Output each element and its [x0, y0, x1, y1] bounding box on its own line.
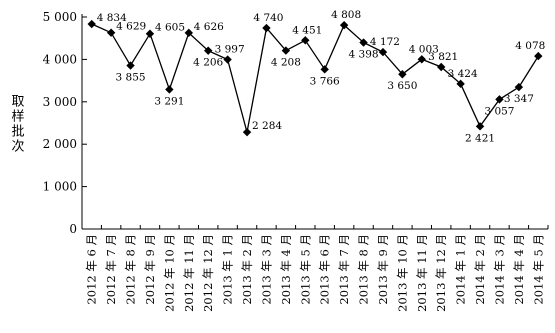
series-line: [91, 23, 539, 133]
data-point-marker: [475, 122, 485, 131]
x-tick-label: 2014 年 3 月: [492, 234, 506, 305]
data-point-marker: [398, 70, 407, 79]
data-label: 4 626: [194, 21, 224, 33]
x-tick-label: 2012 年 9 月: [143, 234, 157, 305]
x-tick-label: 2013 年 2 月: [240, 234, 254, 305]
y-tick-label: 0: [69, 222, 77, 236]
data-point-marker: [359, 38, 368, 47]
x-tick-label: 2014 年 4 月: [512, 234, 526, 305]
x-tick-label: 2013 年 7 月: [337, 234, 351, 305]
x-tick-label: 2013 年 1 月: [221, 234, 235, 305]
x-tick-label: 2013 年 9 月: [376, 234, 390, 305]
y-ticks: 0 1 000 2 000 3 000 4 000 5 000: [43, 10, 87, 236]
data-point-marker: [339, 20, 349, 30]
x-tick-label: 2012 年 11 月: [182, 234, 196, 312]
x-tick-label: 2013 年 6 月: [318, 234, 332, 305]
data-label: 3 855: [116, 72, 146, 84]
data-label: 3 821: [428, 51, 458, 63]
x-tick-label: 2013 年 10 月: [395, 234, 409, 312]
data-point-marker: [456, 79, 465, 89]
x-tick-label: 2012 年 8 月: [124, 234, 138, 305]
data-label: 2 421: [465, 132, 495, 144]
x-tick-label: 2012 年 10 月: [162, 234, 176, 312]
data-point-marker: [165, 85, 174, 94]
data-label: 3 650: [387, 80, 417, 92]
data-label: 4 172: [370, 36, 400, 48]
x-tick-label: 2014 年 5 月: [531, 234, 545, 305]
data-point-marker: [223, 55, 232, 64]
data-point-marker: [204, 46, 213, 55]
data-label: 4 629: [116, 21, 146, 33]
data-point-marker: [126, 61, 135, 70]
y-tick-label: 4 000: [43, 52, 77, 66]
x-ticks: 2012 年 6 月 2012 年 7 月 2012 年 8 月 2012 年 9 月…: [81, 225, 549, 312]
data-label: 4 078: [515, 40, 545, 52]
data-point-marker: [514, 82, 524, 92]
data-label: 4 740: [253, 12, 283, 24]
data-point-marker: [87, 19, 96, 29]
data-point-marker: [281, 46, 291, 55]
x-tick-label: 2013 年 3 月: [259, 234, 273, 305]
data-label: 4 206: [193, 57, 223, 69]
data-label: 3 057: [484, 105, 514, 117]
x-tick-label: 2013 年 11 月: [415, 234, 429, 312]
data-point-marker: [106, 28, 116, 37]
y-axis-title: 取样批次: [11, 95, 24, 155]
data-label: 3 347: [504, 93, 534, 105]
x-tick-label: 2014 年 2 月: [473, 234, 487, 305]
data-point-marker: [301, 36, 310, 45]
data-label: 4 834: [97, 12, 127, 24]
x-tick-label: 2013 年 5 月: [298, 234, 312, 305]
y-tick-label: 2 000: [43, 137, 77, 151]
data-label: 3 766: [310, 75, 340, 87]
data-point-marker: [242, 127, 252, 137]
x-tick-label: 2013 年 12 月: [434, 234, 448, 312]
data-point-marker: [437, 62, 446, 72]
x-tick-label: 2012 年 6 月: [85, 234, 99, 305]
data-label: 4 808: [331, 9, 361, 21]
x-tick-label: 2013 年 4 月: [279, 234, 293, 305]
data-point-marker: [378, 47, 388, 57]
data-label: 4 451: [292, 24, 322, 36]
data-markers: [87, 19, 543, 137]
data-label: 2 284: [252, 120, 282, 132]
data-point-marker: [534, 51, 543, 61]
data-point-marker: [262, 23, 271, 33]
x-tick-label: 2013 年 8 月: [357, 234, 371, 305]
data-label: 3 291: [154, 95, 184, 107]
x-tick-label: 2012 年 7 月: [104, 234, 118, 305]
y-tick-label: 3 000: [43, 95, 77, 109]
data-point-marker: [184, 28, 193, 38]
data-label: 4 208: [271, 57, 301, 69]
y-tick-label: 1 000: [43, 180, 77, 194]
x-tick-label: 2014 年 1 月: [454, 234, 468, 305]
x-tick-label: 2012 年 12 月: [201, 234, 215, 312]
data-point-marker: [417, 55, 426, 64]
data-label: 4 003: [409, 43, 439, 55]
data-label: 4 398: [349, 49, 379, 61]
data-point-marker: [495, 95, 504, 104]
data-point-marker: [320, 65, 329, 74]
data-point-marker: [145, 29, 155, 38]
data-label: 4 605: [155, 22, 185, 34]
y-tick-label: 5 000: [43, 10, 77, 24]
data-label: 3 424: [448, 68, 478, 80]
data-label: 3 997: [215, 44, 245, 56]
